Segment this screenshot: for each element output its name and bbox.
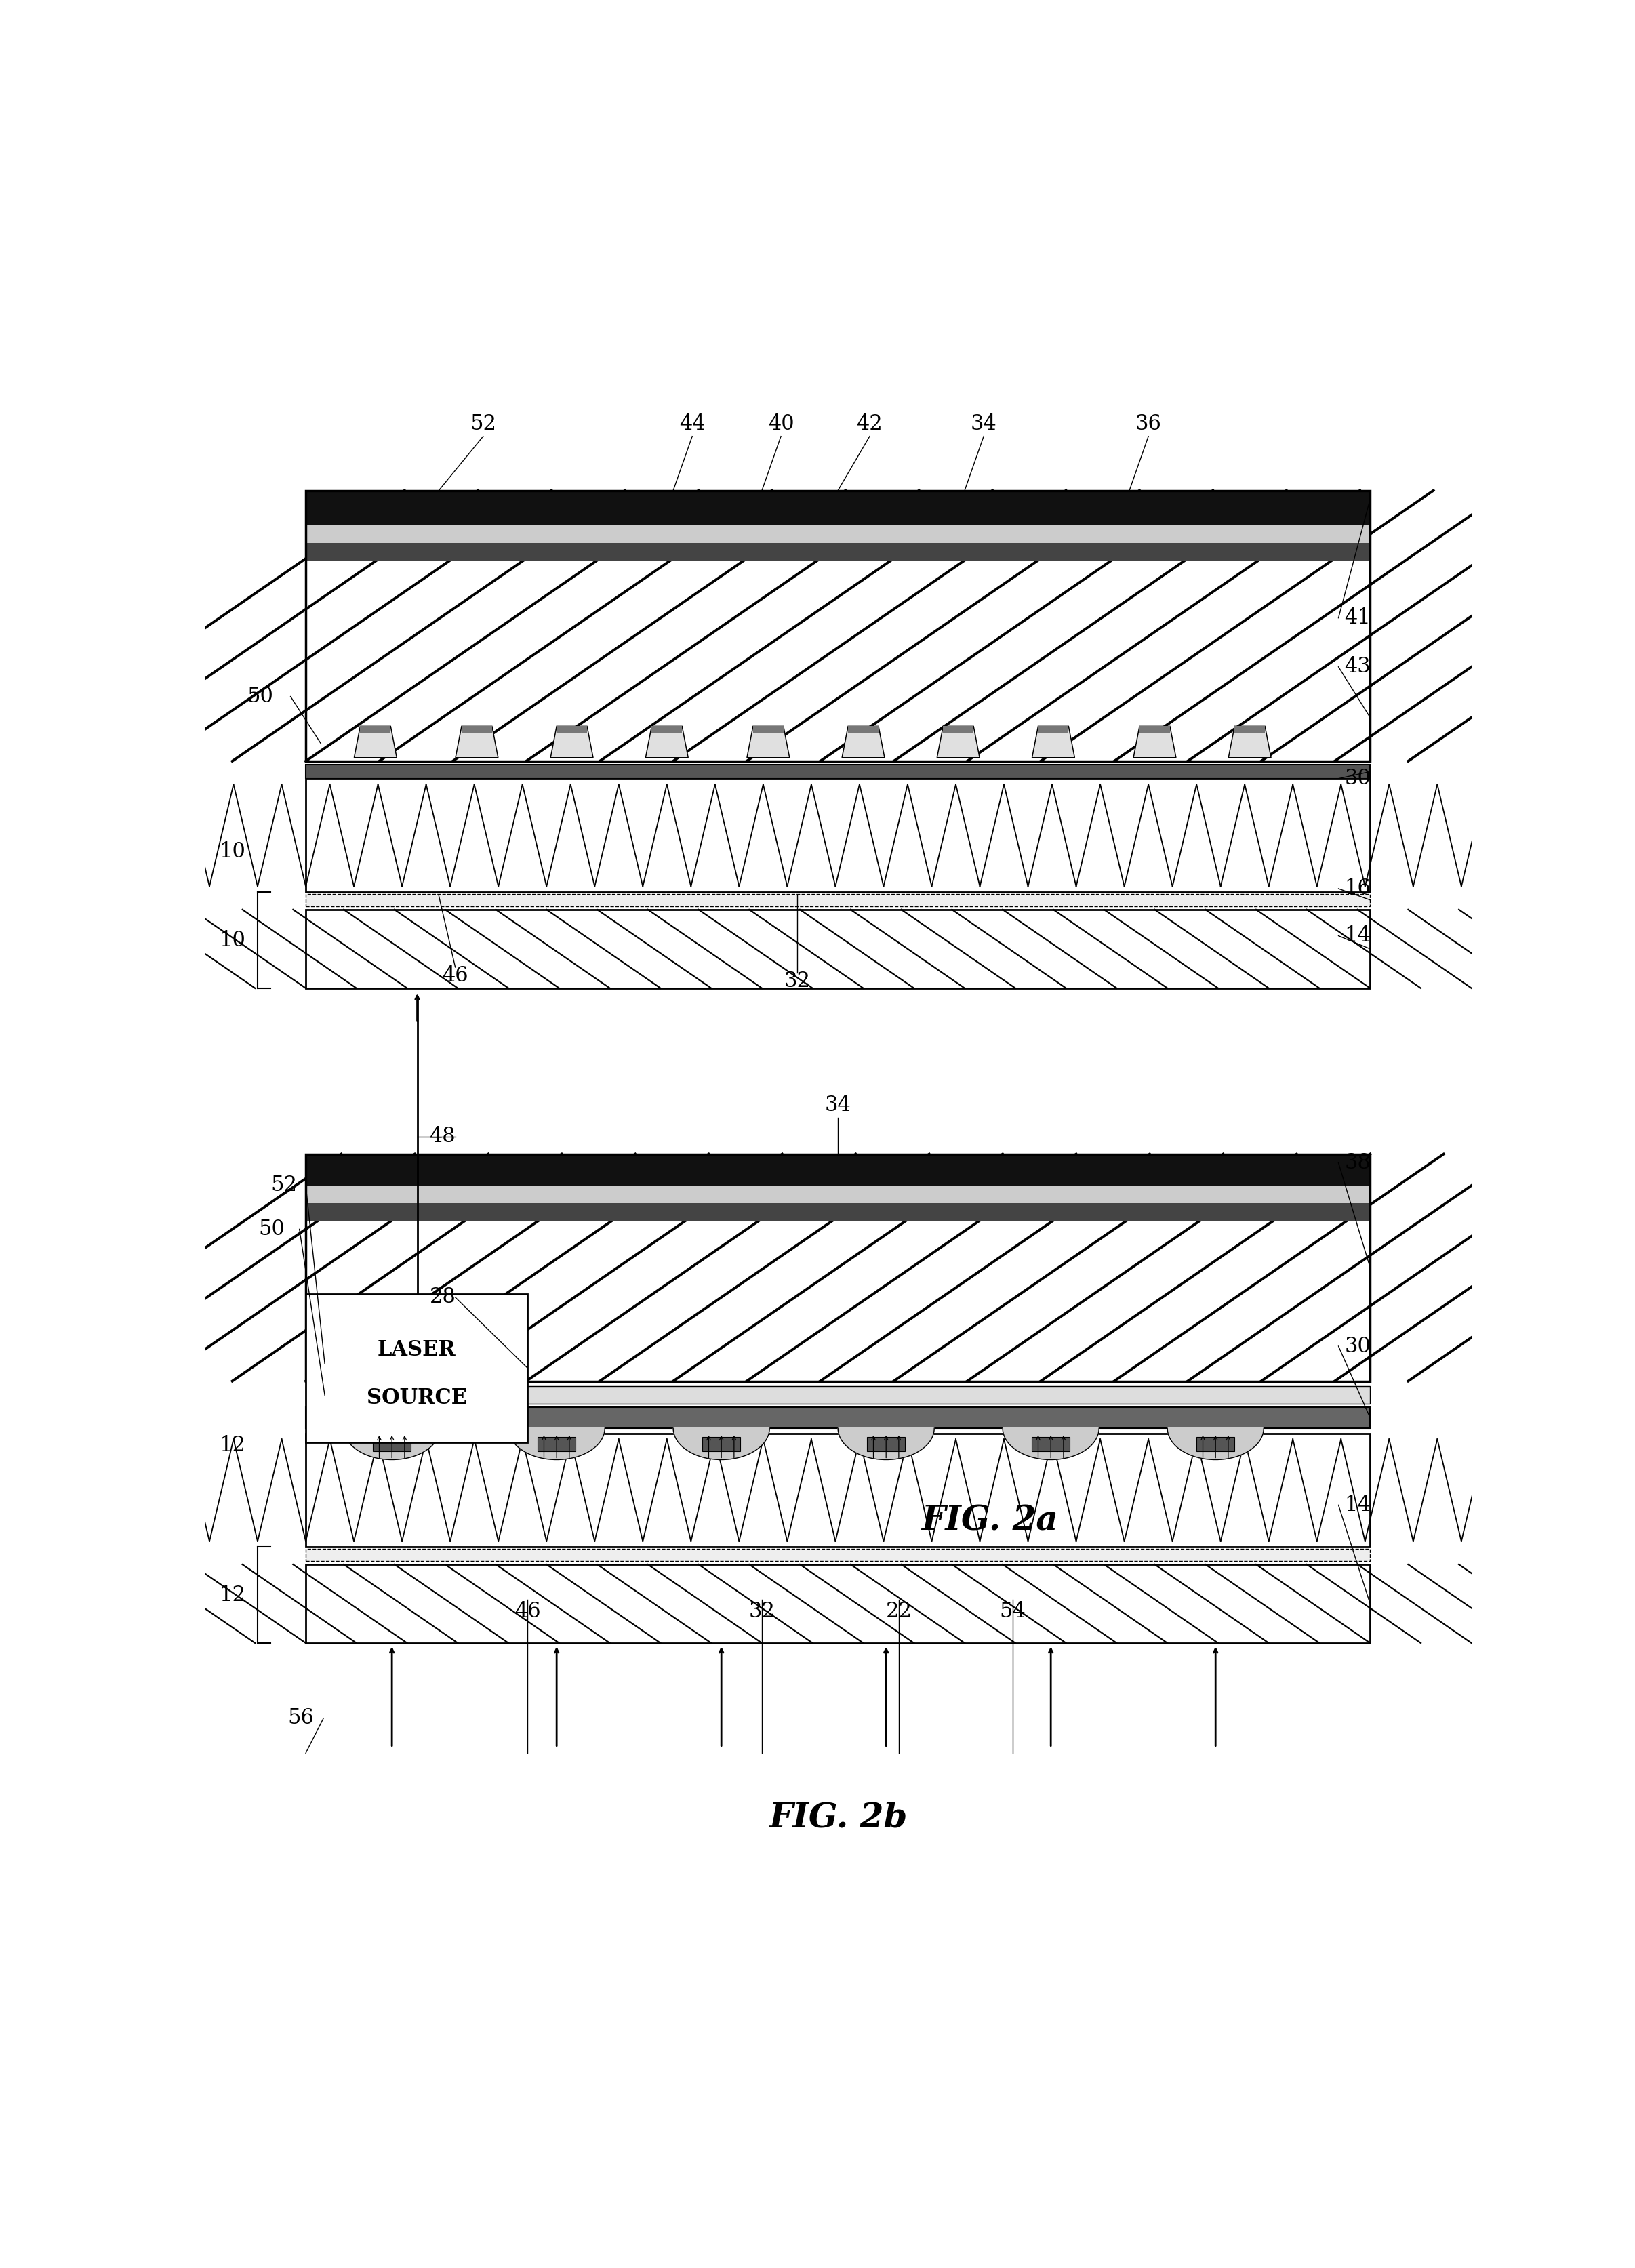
Polygon shape [343, 1429, 440, 1461]
Bar [306, 909, 1370, 989]
Bar [306, 490, 1370, 762]
Text: LASER: LASER [378, 1340, 456, 1361]
Bar [306, 526, 1370, 542]
Text: 14: 14 [1344, 925, 1370, 946]
Bar [306, 1549, 1370, 1560]
Text: 48: 48 [430, 1127, 456, 1148]
Bar [306, 1565, 1370, 1642]
Bar [306, 1186, 1370, 1202]
Bar [306, 490, 1370, 526]
Text: 38: 38 [1344, 1152, 1370, 1173]
Bar [360, 726, 391, 733]
Text: 46: 46 [441, 966, 468, 987]
Bar [556, 726, 587, 733]
Text: 52: 52 [271, 1175, 298, 1195]
Bar [1032, 1438, 1069, 1452]
Polygon shape [842, 726, 885, 758]
Text: SOURCE: SOURCE [366, 1388, 466, 1408]
Bar [306, 764, 1370, 778]
Text: 16: 16 [1344, 878, 1370, 898]
Polygon shape [839, 1429, 934, 1461]
Text: 40: 40 [768, 413, 795, 435]
Bar [306, 1202, 1370, 1220]
Bar [306, 1154, 1370, 1381]
Bar [306, 909, 1370, 989]
Bar [461, 726, 492, 733]
Bar [306, 1433, 1370, 1547]
Polygon shape [747, 726, 790, 758]
Polygon shape [1032, 726, 1074, 758]
Text: 52: 52 [469, 413, 497, 435]
Bar [1140, 726, 1171, 733]
Bar [306, 1154, 1370, 1186]
Text: 22: 22 [886, 1601, 912, 1622]
Polygon shape [1167, 1429, 1264, 1461]
Bar [306, 1293, 528, 1442]
Bar [306, 490, 1370, 762]
Text: 41: 41 [1344, 608, 1370, 628]
Bar [849, 726, 878, 733]
Bar [306, 1154, 1370, 1381]
Bar [306, 542, 1370, 560]
Text: 34: 34 [971, 413, 997, 435]
Text: 56: 56 [288, 1708, 314, 1728]
Bar [306, 1433, 1370, 1547]
Polygon shape [551, 726, 594, 758]
Bar [306, 1565, 1370, 1642]
Polygon shape [1002, 1429, 1099, 1461]
Text: 43: 43 [1344, 655, 1370, 678]
Text: 50: 50 [247, 685, 273, 708]
Bar [306, 778, 1370, 891]
Bar [306, 909, 1370, 989]
Text: 32: 32 [749, 1601, 775, 1622]
Polygon shape [1228, 726, 1270, 758]
Text: 44: 44 [679, 413, 705, 435]
Polygon shape [456, 726, 499, 758]
Bar [306, 778, 1370, 891]
Polygon shape [1133, 726, 1176, 758]
Bar [306, 1406, 1370, 1429]
Bar [867, 1438, 906, 1452]
Text: 30: 30 [1344, 769, 1370, 789]
Text: 14: 14 [1344, 1495, 1370, 1515]
Text: 34: 34 [824, 1095, 852, 1116]
Text: 12: 12 [219, 1436, 245, 1456]
Text: 50: 50 [258, 1218, 284, 1241]
Text: 46: 46 [515, 1601, 541, 1622]
Bar [373, 1438, 410, 1452]
Text: 10: 10 [219, 841, 245, 862]
Bar [306, 1154, 1370, 1381]
Text: 28: 28 [430, 1286, 456, 1309]
Polygon shape [355, 726, 397, 758]
Text: 12: 12 [219, 1585, 245, 1606]
Text: 10: 10 [219, 930, 245, 950]
Polygon shape [674, 1429, 770, 1461]
Bar [703, 1438, 741, 1452]
Bar [306, 1565, 1370, 1642]
Polygon shape [937, 726, 979, 758]
Bar [754, 726, 783, 733]
Text: 54: 54 [999, 1601, 1025, 1622]
Bar [306, 490, 1370, 762]
Bar [538, 1438, 576, 1452]
Text: FIG. 2b: FIG. 2b [768, 1801, 907, 1835]
Bar [1197, 1438, 1234, 1452]
Text: FIG. 2a: FIG. 2a [922, 1504, 1058, 1538]
Bar [652, 726, 682, 733]
Text: 32: 32 [785, 971, 811, 991]
Text: 30: 30 [1344, 1336, 1370, 1356]
Polygon shape [508, 1429, 605, 1461]
Bar [943, 726, 973, 733]
Bar [1038, 726, 1069, 733]
Bar [306, 1433, 1370, 1547]
Text: 36: 36 [1135, 413, 1161, 435]
Bar [306, 894, 1370, 907]
Text: 42: 42 [857, 413, 883, 435]
Bar [306, 778, 1370, 891]
Bar [1234, 726, 1265, 733]
Bar [306, 1386, 1370, 1404]
Polygon shape [646, 726, 688, 758]
